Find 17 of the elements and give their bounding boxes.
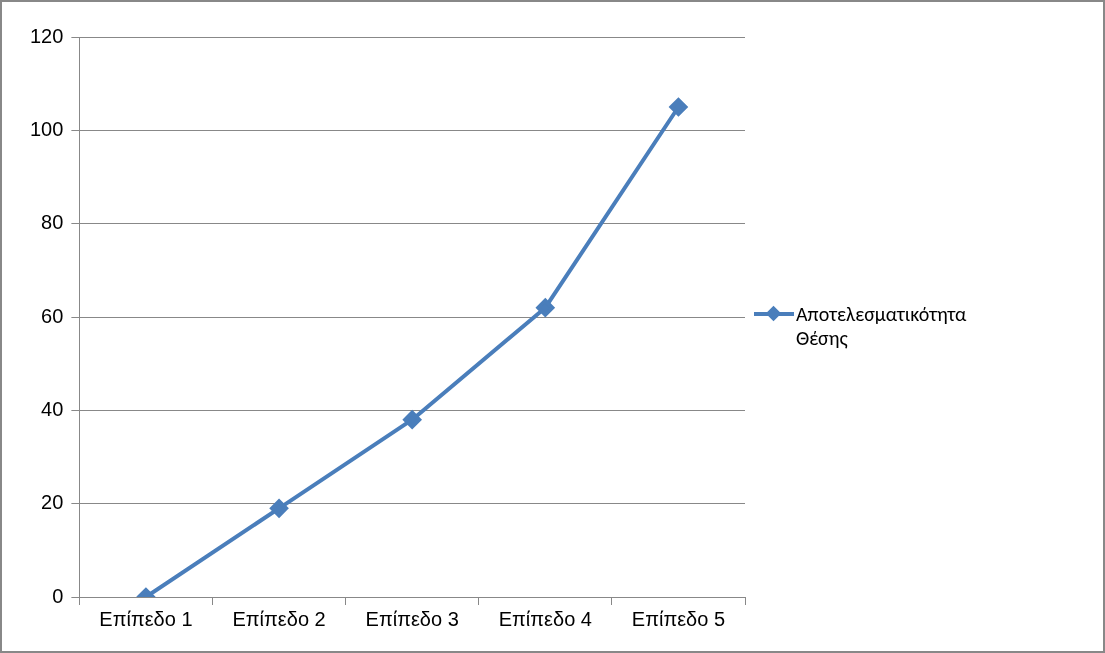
y-tick-label: 120 <box>29 24 64 47</box>
y-tick-label: 60 <box>41 304 64 327</box>
y-tick-label: 40 <box>41 397 64 420</box>
x-tick-label: Επίπεδο 3 <box>365 607 459 630</box>
x-tick-label: Επίπεδο 1 <box>99 607 193 630</box>
x-tick-label: Επίπεδο 5 <box>631 607 726 630</box>
x-tick-label: Επίπεδο 2 <box>232 607 326 630</box>
point <box>270 499 289 518</box>
point <box>536 298 555 317</box>
y-tick-label: 0 <box>52 584 64 607</box>
legend-label: Αποτελεσματικότητα Θέσης <box>796 302 968 350</box>
point <box>403 410 422 429</box>
y-tick-label: 20 <box>41 491 64 514</box>
y-tick-label: 80 <box>41 211 64 234</box>
x-tick-label: Επίπεδο 4 <box>498 607 592 630</box>
y-tick-label: 100 <box>29 117 64 140</box>
point <box>669 98 688 116</box>
